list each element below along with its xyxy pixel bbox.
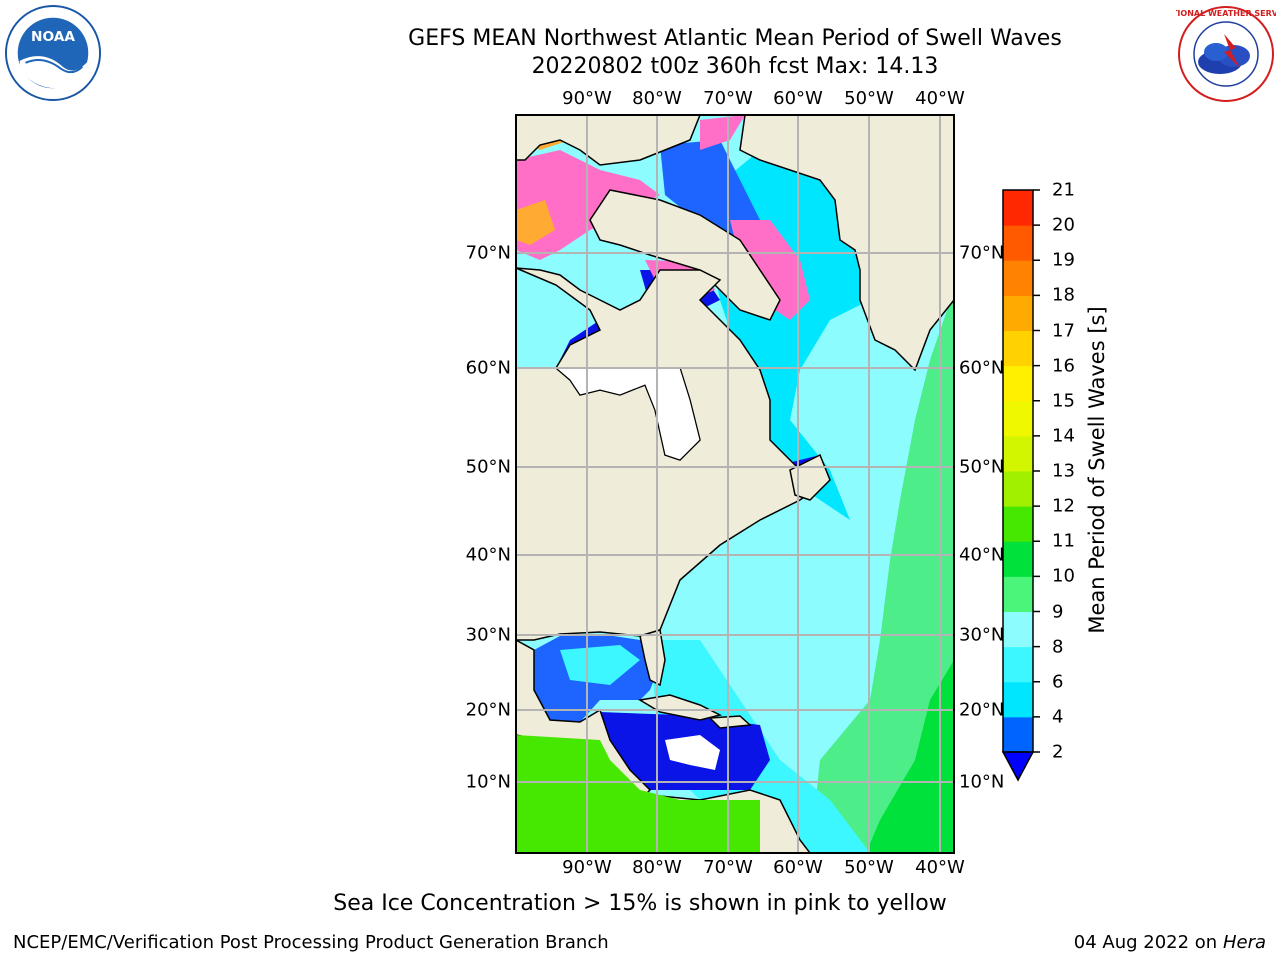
- sea-ice-nares: [700, 115, 745, 150]
- hudson-bay-masked: [554, 367, 701, 461]
- swell-region-south-land-green: [516, 735, 760, 853]
- lat-label-left: 60°N: [465, 357, 511, 379]
- colorbar-segment: [1003, 646, 1033, 683]
- map-gridlines: [516, 115, 954, 853]
- colorbar-segment: [1003, 365, 1033, 402]
- colorbar-segment: [1003, 260, 1033, 296]
- noaa-logo-text: NOAA: [31, 29, 75, 45]
- colorbar-under-triangle: [1001, 751, 1035, 782]
- land-greenland: [739, 115, 954, 372]
- lat-label-right: 30°N: [959, 624, 1005, 646]
- land-canadian-arctic: [516, 115, 701, 166]
- nws-logo-icon: NATIONAL WEATHER SERVICE: [1176, 6, 1276, 102]
- colorbar-tick-label: 19: [1052, 249, 1075, 271]
- colorbar-segment: [1003, 471, 1033, 507]
- caribbean-masked-patch: [665, 735, 720, 770]
- lat-label-left: 70°N: [465, 242, 511, 264]
- lat-label-left: 10°N: [465, 771, 511, 793]
- lon-label-top: 90°W: [562, 88, 612, 109]
- colorbar-tick-label: 2: [1052, 741, 1064, 763]
- colorbar-tick-label: 9: [1052, 601, 1064, 622]
- colorbar-segment: [1003, 400, 1033, 437]
- map-title: GEFS MEAN Northwest Atlantic Mean Period…: [408, 26, 1062, 51]
- lon-label-bottom: 90°W: [562, 857, 612, 878]
- land-baffin-island: [589, 189, 781, 321]
- colorbar-tick-label: 16: [1052, 355, 1075, 377]
- lat-label-right: 50°N: [959, 456, 1005, 478]
- sea-ice-note: Sea Ice Concentration > 15% is shown in …: [333, 891, 947, 916]
- lon-label-top: 70°W: [703, 88, 753, 109]
- lat-label-right: 40°N: [959, 544, 1005, 566]
- map-frame: [515, 114, 955, 854]
- colorbar-tick-label: 14: [1052, 425, 1075, 447]
- colorbar-tick-label: 11: [1052, 530, 1075, 552]
- lon-label-top: 60°W: [773, 88, 823, 109]
- footer-date: 04 Aug 2022 on Hera: [1074, 932, 1266, 953]
- colorbar-segment: [1003, 681, 1033, 718]
- lon-label-bottom: 60°W: [773, 857, 823, 878]
- swell-region-green-east: [810, 290, 954, 853]
- lat-label-right: 60°N: [959, 357, 1005, 379]
- colorbar-segment: [1003, 295, 1033, 331]
- lon-label-bottom: 70°W: [703, 857, 753, 878]
- map-subtitle: 20220802 t00z 360h fcst Max: 14.13: [531, 54, 939, 79]
- lon-label-top: 50°W: [844, 88, 894, 109]
- colorbar-segment: [1003, 225, 1033, 261]
- nws-logo-text: NATIONAL WEATHER SERVICE: [1176, 9, 1276, 18]
- colorbar-tick-label: 18: [1052, 284, 1075, 306]
- colorbar-segment: [1003, 576, 1033, 612]
- colorbar-tick-label: 12: [1052, 495, 1075, 517]
- colorbar-segment: [1003, 330, 1033, 367]
- colorbar-segment: [1003, 190, 1033, 226]
- colorbar-title: Mean Period of Swell Waves [s]: [1085, 306, 1109, 634]
- lat-label-right: 10°N: [959, 771, 1005, 793]
- colorbar-tick-label: 17: [1052, 320, 1075, 341]
- colorbar-segment: [1003, 611, 1033, 648]
- land-hispaniola: [708, 715, 752, 729]
- footer-credit: NCEP/EMC/Verification Post Processing Pr…: [13, 932, 609, 953]
- colorbar-segment: [1003, 435, 1033, 472]
- lat-label-left: 20°N: [465, 699, 511, 721]
- lon-label-bottom: 40°W: [915, 857, 965, 878]
- colorbar-tick-label: 10: [1052, 565, 1075, 587]
- swell-region-gulf-inner: [560, 645, 640, 685]
- lat-label-left: 50°N: [465, 456, 511, 478]
- colorbar-tick-label: 21: [1052, 179, 1075, 201]
- sea-ice-orange-north: [516, 200, 555, 245]
- lon-label-bottom: 50°W: [844, 857, 894, 878]
- lon-label-bottom: 80°W: [632, 857, 682, 878]
- footer-host: Hera: [1222, 932, 1266, 953]
- lon-label-top: 40°W: [915, 88, 965, 109]
- colorbar-tick-label: 20: [1052, 214, 1075, 236]
- sea-ice-baffin: [730, 220, 810, 320]
- lon-label-top: 80°W: [632, 88, 682, 109]
- lat-label-right: 20°N: [959, 699, 1005, 721]
- footer-date-text: 04 Aug 2022 on: [1073, 932, 1218, 953]
- colorbar-tick-label: 8: [1052, 636, 1064, 658]
- land-florida: [639, 629, 666, 687]
- lat-label-right: 70°N: [959, 242, 1005, 264]
- colorbar-tick-label: 4: [1052, 706, 1064, 728]
- colorbar-segment: [1003, 506, 1033, 542]
- swell-region-davis-strait: [660, 140, 760, 240]
- colorbar-tick-label: 6: [1052, 671, 1064, 693]
- lat-label-left: 30°N: [465, 624, 511, 646]
- land-cuba: [637, 694, 723, 721]
- colorbar-segment: [1003, 541, 1033, 577]
- swell-region-bright-green-se: [866, 660, 954, 853]
- colorbar-segment: [1003, 716, 1033, 753]
- colorbar-tick-label: 13: [1052, 460, 1075, 482]
- noaa-logo-icon: NOAA: [4, 4, 102, 102]
- colorbar-tick-label: 15: [1052, 390, 1075, 412]
- lat-label-left: 40°N: [465, 544, 511, 566]
